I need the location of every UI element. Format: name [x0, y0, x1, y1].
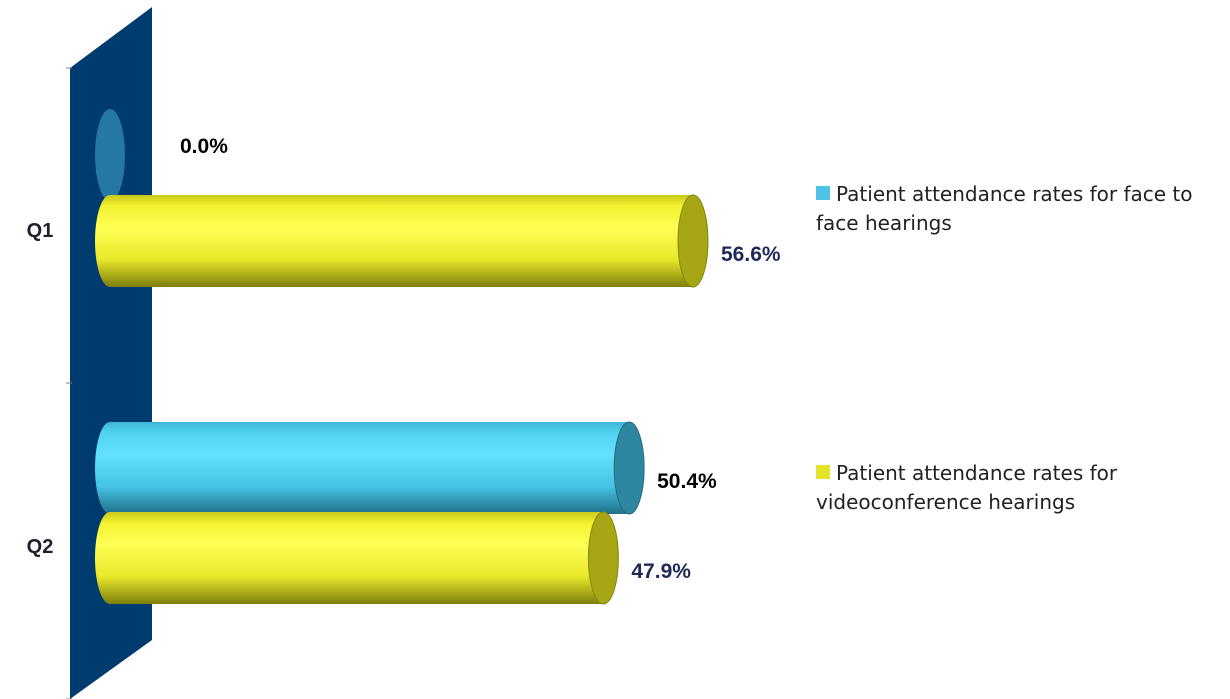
data-label-q2-series-2: 47.9%	[631, 560, 691, 583]
legend-label: Patient attendance rates for videoconfer…	[816, 461, 1118, 514]
bar-q1-series-1	[95, 109, 125, 201]
legend-item-2: Patient attendance rates for videoconfer…	[816, 459, 1226, 517]
bar-q2-series-1	[95, 421, 645, 515]
data-label-q1-series-1: 0.0%	[180, 135, 228, 158]
legend-item-1: Patient attendance rates for face to fac…	[816, 180, 1226, 238]
category-label-q2: Q2	[27, 536, 54, 558]
data-label-q1-series-2: 56.6%	[721, 243, 781, 266]
bar-q1-series-2	[95, 194, 709, 288]
data-label-q2-series-1: 50.4%	[657, 470, 717, 493]
legend-label: Patient attendance rates for face to fac…	[816, 182, 1193, 235]
category-label-q1: Q1	[27, 220, 54, 242]
legend-swatch	[816, 186, 830, 200]
bar-q2-series-2	[95, 511, 619, 605]
legend-swatch	[816, 465, 830, 479]
